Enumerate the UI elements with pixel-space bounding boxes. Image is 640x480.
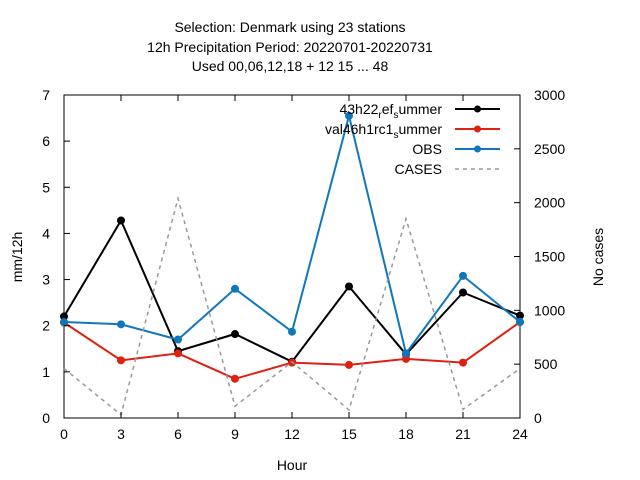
data-point-val46h1rc1-summer [231,374,239,383]
data-point-43h22-ref-summer [231,330,239,339]
title-line-2: 12h Precipitation Period: 20220701-20220… [147,39,433,55]
y-tick-label: 0 [42,410,50,426]
y-tick-label: 3 [42,272,50,288]
data-point-obs [459,271,467,280]
data-point-obs [345,111,353,120]
legend-label-val46h1rc1-summer: val46h1rc1summer [325,121,442,141]
legend-marker-43h22-ref-summer [474,105,481,113]
legend-label-obs: OBS [412,141,442,157]
data-point-val46h1rc1-summer [117,356,125,365]
x-tick-label: 24 [512,426,528,442]
y2-tick-label: 2000 [534,195,565,211]
series-layer [60,111,524,417]
y2-tick-label: 3000 [534,87,565,103]
y2-tick-label: 1000 [534,302,565,318]
y-tick-label: 5 [42,179,50,195]
y-tick-label: 1 [42,364,50,380]
axis-ticks: 0 3 6 9 12 15 18 21 2401234567050010001500200025… [42,87,565,442]
x-tick-label: 3 [117,426,125,442]
series-line-obs [63,115,521,356]
series-line-cases [63,195,521,417]
legend-marker-obs [474,145,481,153]
y-axis-title: mm/12h [9,232,25,283]
x-tick-label: 6 [174,426,182,442]
y2-tick-label: 2500 [534,141,565,157]
y-tick-label: 2 [42,318,50,334]
y2-tick-label: 500 [534,356,558,372]
data-point-43h22-ref-summer [117,216,125,225]
data-point-obs [174,335,182,344]
data-point-obs [516,318,524,327]
chart-title: Selection: Denmark using 23 stations 12h… [147,19,433,74]
x-tick-label: 21 [455,426,471,442]
data-point-43h22-ref-summer [459,288,467,297]
data-point-val46h1rc1-summer [174,349,182,358]
x-axis-title: Hour [277,457,308,473]
x-tick-label: 9 [231,426,239,442]
data-point-obs [117,320,125,329]
title-line-3: Used 00,06,12,18 + 12 15 ... 48 [192,58,389,74]
y-tick-label: 6 [42,133,50,149]
x-tick-label: 12 [284,426,300,442]
y2-axis-title: No cases [590,228,606,286]
data-point-obs [60,318,68,327]
x-tick-label: 15 [341,426,357,442]
data-point-obs [288,327,296,336]
y2-tick-label: 1500 [534,249,565,265]
y2-tick-label: 0 [534,410,542,426]
data-point-obs [402,349,410,358]
title-line-1: Selection: Denmark using 23 stations [174,19,405,35]
legend-label-cases: CASES [395,161,442,177]
legend-label-43h22-ref-summer: 43h22refsummer [339,101,442,121]
y-tick-label: 7 [42,87,50,103]
x-tick-label: 18 [398,426,414,442]
data-point-val46h1rc1-summer [345,360,353,369]
data-point-43h22-ref-summer [345,282,353,291]
data-point-val46h1rc1-summer [459,358,467,367]
data-point-obs [231,284,239,293]
x-tick-label: 0 [60,426,68,442]
y-tick-label: 4 [42,225,50,241]
legend-marker-val46h1rc1-summer [474,125,481,133]
data-point-43h22-ref-summer [516,311,524,320]
